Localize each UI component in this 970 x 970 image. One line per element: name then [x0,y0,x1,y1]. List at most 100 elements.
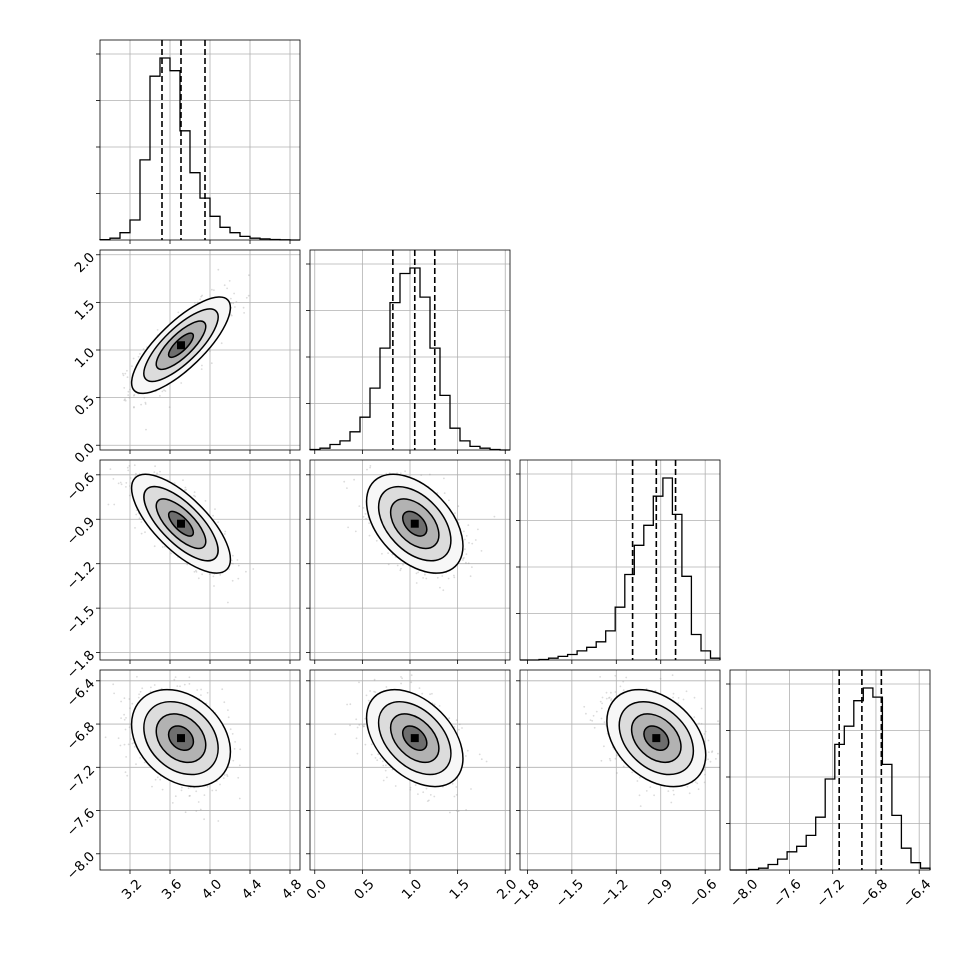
scatter-point [429,693,431,696]
scatter-point [670,801,673,804]
scatter-point [443,492,446,494]
scatter-point [382,779,385,782]
scatter-point [458,728,460,731]
scatter-point [233,748,236,750]
scatter-point [245,570,247,573]
density-contour [143,308,219,383]
scatter-point [384,769,387,772]
panel-frame [519,669,721,871]
scatter-point [711,751,713,754]
scatter-point [358,724,361,726]
scatter-point [221,688,224,691]
scatter-point [400,567,402,570]
y-tick-label: −7.6 [64,805,98,839]
scatter-point [142,348,145,351]
scatter-point [400,682,402,685]
scatter-point [421,692,424,695]
density-contour [606,688,707,788]
scatter-point [138,693,141,696]
scatter-point [153,545,156,548]
scatter-point [415,572,418,575]
scatter-point [449,811,451,814]
scatter-point [700,722,703,725]
scatter-point [382,764,385,767]
scatter-point [120,483,123,486]
panel-2-2 [516,459,721,664]
y-tick-label: 1.5 [72,297,99,324]
scatter-point [243,312,246,314]
scatter-point [698,722,700,725]
scatter-point [356,752,359,755]
scatter-point [428,799,430,802]
scatter-point [143,396,146,399]
scatter-point [127,394,130,396]
scatter-point [685,690,688,693]
scatter-point [193,491,196,493]
scatter-point [467,524,470,526]
scatter-point [173,482,176,484]
scatter-point [433,795,436,798]
scatter-point [591,719,594,722]
scatter-point [120,700,122,703]
scatter-point [153,471,156,473]
scatter-point [236,559,239,561]
histogram-step [520,477,721,661]
scatter-point [234,741,237,743]
scatter-point [610,699,612,702]
scatter-point [622,689,625,691]
y-tick-label: 2.0 [72,250,99,277]
y-tick-label: −0.9 [64,514,98,548]
scatter-point [227,766,230,769]
scatter-point [199,298,202,301]
scatter-point [362,725,365,728]
scatter-point [122,374,125,377]
scatter-point [223,284,226,287]
scatter-point [125,717,127,719]
scatter-point [707,758,709,761]
scatter-point [220,342,223,345]
scatter-point [129,388,131,391]
scatter-point [129,477,132,479]
scatter-point [164,390,167,392]
scatter-point [107,503,110,506]
scatter-point [203,794,206,796]
scatter-point [387,552,389,554]
scatter-point [131,702,134,705]
scatter-point [480,550,483,552]
scatter-point [369,466,371,469]
scatter-point [204,500,207,502]
scatter-point [418,687,421,689]
scatter-point [358,505,361,507]
scatter-point [189,794,191,797]
scatter-point [464,548,466,550]
y-tick-label: −8.0 [64,849,98,883]
scatter-point [467,562,470,565]
scatter-point [141,687,144,690]
scatter-point [693,696,696,699]
density-contour [389,713,440,764]
scatter-point [477,528,479,531]
scatter-point [677,702,680,704]
scatter-point [645,687,648,690]
scatter-point [127,743,130,746]
scatter-point [436,492,439,494]
scatter-point [223,701,226,704]
panel-frame [729,669,931,871]
panel-2-1 [306,459,511,664]
scatter-point [595,710,598,713]
histogram-step [99,57,300,241]
scatter-point [601,702,603,705]
scatter-point [453,795,456,798]
scatter-point [453,574,455,577]
scatter-point [127,390,130,393]
histogram-step [730,687,931,871]
scatter-point [154,465,157,468]
scatter-point [600,707,603,710]
scatter-point [600,759,603,762]
scatter-point [217,268,220,271]
scatter-point [242,306,245,309]
scatter-point [179,685,181,688]
scatter-point [478,753,481,756]
scatter-point [622,765,625,768]
